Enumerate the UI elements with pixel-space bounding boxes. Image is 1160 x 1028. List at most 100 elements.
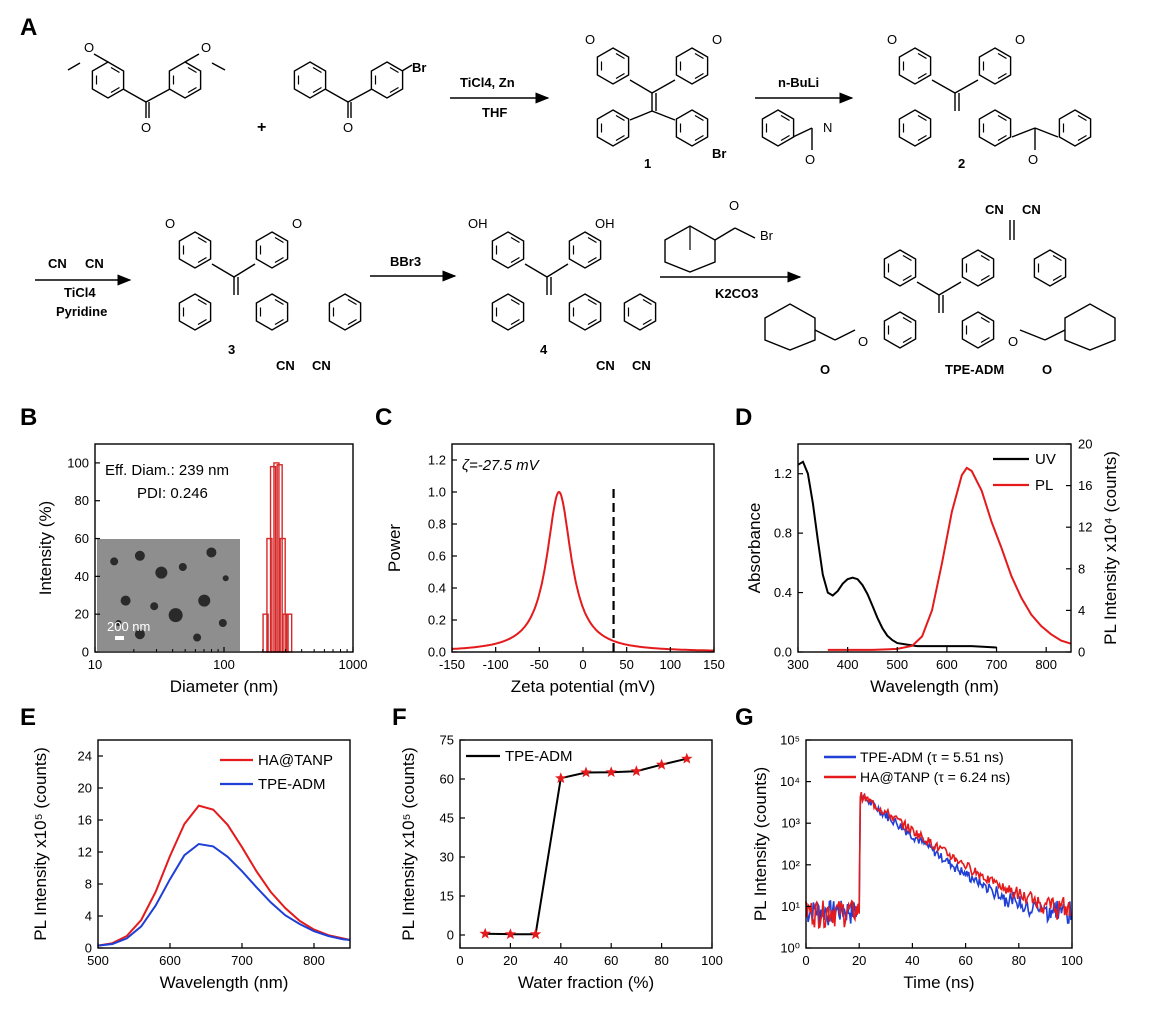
tem-particle: [193, 633, 202, 642]
compound-label-4: 4: [540, 342, 548, 357]
oxygen-atom: O: [141, 120, 151, 135]
nitrile-label: CN: [312, 358, 331, 373]
chart-e: 500 600 700 800 0 4 8 12 16 20 24 Wavelength (nm) PL…: [31, 739, 351, 992]
oxygen-atom: O: [84, 40, 94, 55]
y-axis-label: PL Intensity x10⁵ (counts): [31, 747, 50, 941]
x-tick-label: 700: [231, 953, 253, 968]
tem-particle: [206, 547, 217, 558]
bar: [273, 462, 280, 653]
y-tick-label: 75: [440, 733, 454, 748]
annotation-eff-diam: Eff. Diam.: 239 nm: [105, 462, 229, 479]
nitrile-label: CN: [276, 358, 295, 373]
y-tick-label: 0: [1078, 645, 1085, 660]
x-axis-label: Zeta potential (mV): [511, 677, 656, 696]
legend-label: UV: [1035, 451, 1056, 468]
y-tick-label: 0.4: [428, 581, 446, 596]
inset-scale-label: 200 nm: [107, 619, 150, 634]
oxygen-atom: O: [343, 120, 353, 135]
y-tick-label: 0: [447, 928, 454, 943]
y-tick-label: 4: [85, 909, 92, 924]
bromine-atom: Br: [412, 60, 426, 75]
y-tick-label: 16: [1078, 478, 1092, 493]
x-tick-label: 800: [1035, 657, 1057, 672]
x-tick-label: -150: [439, 657, 465, 672]
oxygen-atom: O: [729, 198, 739, 213]
legend-label: PL: [1035, 477, 1053, 494]
x-tick-label: 150: [703, 657, 725, 672]
plot-frame: [451, 443, 715, 653]
reagent-2-top: n-BuLi: [778, 75, 819, 90]
panel-label-g: G: [735, 704, 754, 731]
tem-particle: [155, 566, 168, 579]
tpe-adm-product: CN CN O O O O TPE-ADM: [764, 202, 1116, 377]
pl-emission-line: [827, 466, 1072, 651]
y-tick-label: 60: [440, 772, 454, 787]
panel-label-c: C: [375, 404, 393, 431]
scale-bar: [115, 636, 124, 640]
tem-particle: [115, 620, 122, 626]
data-marker: [605, 766, 617, 778]
y-tick-label: 1.2: [774, 466, 792, 481]
y-tick-label: 10⁵: [780, 733, 800, 748]
legend-label: TPE-ADM (τ = 5.51 ns): [860, 749, 1004, 765]
x-tick-label: 100: [213, 657, 235, 672]
reactant-dimethoxybenzophenone: O O O: [67, 40, 226, 135]
tem-particle: [178, 563, 187, 571]
bromine-atom: Br: [712, 146, 726, 161]
y2-axis-label: PL Intensity x10⁴ (counts): [1101, 451, 1120, 645]
reagent-1-top: TiCl4, Zn: [460, 75, 515, 90]
tem-particle: [150, 602, 159, 611]
oxygen-atom: O: [712, 32, 722, 47]
compound-label-1: 1: [644, 156, 651, 171]
plot-frame: [97, 739, 351, 949]
x-tick-label: 60: [958, 953, 972, 968]
panel-label-a: A: [20, 14, 38, 41]
y-tick-label: 20: [1078, 437, 1092, 452]
chart-f: 0 20 40 60 80 100 0 15 30 45 60 75 Water fraction (%…: [399, 733, 723, 993]
x-tick-label: 1000: [339, 657, 368, 672]
plus-sign: +: [257, 119, 266, 136]
reagent-4: BBr3: [390, 254, 421, 269]
oxygen-atom: O: [585, 32, 595, 47]
y-tick-label: 0.2: [428, 613, 446, 628]
oxygen-atom: O: [292, 216, 302, 231]
tem-inset-image: [97, 539, 240, 651]
tem-particle: [134, 550, 145, 561]
y-tick-label: 8: [1078, 561, 1085, 576]
oxygen-atom: O: [820, 362, 830, 377]
annotation-zeta: ζ=-27.5 mV: [462, 457, 541, 474]
tem-particle: [120, 595, 131, 606]
reagent-3-pyridine: Pyridine: [56, 304, 107, 319]
x-tick-label: 80: [654, 953, 668, 968]
annotation-pdi: PDI: 0.246: [137, 485, 208, 502]
x-tick-label: 300: [787, 657, 809, 672]
nitrogen-atom: N: [823, 120, 832, 135]
x-tick-label: 100: [659, 657, 681, 672]
data-marker: [580, 766, 592, 778]
data-marker: [555, 772, 567, 784]
compound-label-2: 2: [958, 156, 965, 171]
y-tick-label: 0.8: [774, 526, 792, 541]
chart-b: 200 nm 10 100 1000 0 20 40 60 80 100 Diameter (nm)…: [36, 443, 368, 696]
chart-d: 300 400 500 600 700 800 0.0 0.4 0.8 1.2 0 4 8 12 16 20 W…: [745, 437, 1120, 697]
y-tick-label: 20: [78, 781, 92, 796]
plot-frame: [805, 739, 1073, 949]
y-tick-label: 15: [440, 889, 454, 904]
x-tick-label: 400: [837, 657, 859, 672]
nitrile-label: CN: [1022, 202, 1041, 217]
y-tick-label: 0.0: [774, 645, 792, 660]
compound-label-3: 3: [228, 342, 235, 357]
x-axis-label: Wavelength (nm): [160, 973, 289, 992]
x-tick-label: 20: [852, 953, 866, 968]
panel-label-f: F: [392, 704, 407, 731]
water-fraction-line: [485, 757, 688, 936]
panel-label-e: E: [20, 704, 37, 731]
tem-particle: [110, 557, 119, 566]
nitrile-label: CN: [596, 358, 615, 373]
x-axis-label: Wavelength (nm): [870, 677, 999, 696]
x-tick-label: 40: [554, 953, 568, 968]
oxygen-atom: O: [1015, 32, 1025, 47]
tpe-adm-line: [97, 842, 351, 947]
y-tick-label: 4: [1078, 603, 1085, 618]
y-tick-label: 1.2: [428, 453, 446, 468]
